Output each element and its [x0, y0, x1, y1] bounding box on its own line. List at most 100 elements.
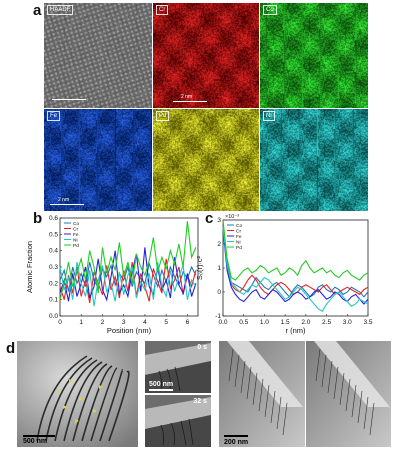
tile-label: Co: [263, 5, 277, 15]
grain-boundary-band: [314, 341, 390, 407]
tem-image-time-series-top: 0 s 500 nm: [145, 341, 211, 393]
tem-image-time-series-bottom: 32 s: [145, 395, 211, 447]
legend-entry: Fe: [73, 232, 79, 238]
x-tick-label: 6: [186, 319, 190, 326]
scale-bar: [50, 204, 84, 205]
x-axis-label: r (nm): [286, 326, 306, 335]
grain-boundary-band: [227, 341, 303, 407]
tile-label: Cr: [156, 5, 169, 15]
legend-entry: Pd: [236, 245, 242, 251]
dislocation-line: [90, 367, 118, 442]
scale-bar: [52, 99, 86, 100]
haadf-map-tile: HAADF: [44, 3, 152, 108]
y-tick-label: 0.3: [49, 264, 58, 271]
series-line-co: [222, 224, 369, 298]
series-line-ni: [59, 261, 197, 307]
legend-entry: Ni: [236, 239, 241, 245]
x-tick-label: 0.0: [218, 319, 227, 326]
dislocation-line: [315, 348, 321, 382]
legend-entry: Fe: [236, 234, 242, 240]
series-line-pd: [222, 219, 369, 281]
dislocation-line: [108, 370, 130, 442]
dislocation-line: [357, 390, 363, 424]
x-tick-label: 4: [143, 319, 147, 326]
scale-bar: [173, 101, 207, 102]
dislocation-line: [252, 372, 258, 406]
scale-bar-label: 2 nm: [181, 94, 193, 100]
arrow-marker: [57, 389, 61, 393]
y-tick-label: 0.4: [49, 248, 58, 255]
scc-chart: 0.0 0.5 1.0 1.5 2.0 2.5 3.0 3.5 -1 0 1 2 3 r (nm) S₀(r…: [196, 214, 373, 335]
x-tick-label: 1.0: [260, 319, 269, 326]
legend-entry: Cr: [236, 228, 241, 234]
x-tick-label: 2.0: [301, 319, 310, 326]
dislocation-line: [72, 363, 108, 442]
scale-bar: [224, 435, 248, 437]
dislocation-line: [258, 378, 264, 412]
dislocation-line: [351, 384, 357, 418]
y-tick-label: 0.5: [49, 231, 58, 238]
panel-letter-b: b: [33, 210, 43, 227]
arrow-marker: [75, 419, 79, 423]
x-tick-label: 1.5: [281, 319, 290, 326]
y-axis-label: S₀(r)·c²: [196, 255, 204, 280]
scale-bar-label: 2 nm: [58, 197, 70, 203]
x-axis-label: Position (nm): [107, 326, 152, 335]
dislocation-line: [264, 384, 270, 418]
dislocation-line: [270, 390, 276, 424]
dislocation-line: [63, 361, 103, 442]
tile-label: Pd: [156, 111, 170, 121]
cr-map-tile: Cr 2 nm: [153, 3, 259, 108]
axis-multiplier: ×10⁻³: [225, 214, 239, 220]
x-tick-label: 1: [79, 319, 83, 326]
fe-map-tile: Fe 2 nm: [44, 109, 152, 211]
x-tick-label: 0: [58, 319, 62, 326]
dislocation-line: [321, 354, 327, 388]
arrow-marker: [79, 397, 83, 401]
dislocation-line: [276, 396, 282, 430]
tem-image-highres-pair: 200 nm: [219, 341, 391, 447]
x-tick-label: 3.5: [363, 319, 372, 326]
x-tick-label: 2.5: [322, 319, 331, 326]
dislocation-line: [363, 396, 369, 430]
dislocation-line: [234, 354, 240, 388]
panel-letter-a: a: [33, 2, 42, 19]
dislocation-line: [345, 378, 351, 412]
series-line-ni: [222, 227, 369, 312]
legend-entry: Cr: [73, 226, 78, 232]
scale-bar: [149, 389, 173, 391]
y-axis-label: Atomic Fraction: [25, 241, 34, 293]
y-tick-label: 2: [217, 241, 221, 248]
dislocation-line: [228, 348, 234, 382]
panel-letter-c: c: [205, 210, 214, 227]
pd-map-tile: Pd: [153, 109, 259, 211]
x-tick-label: 0.5: [239, 319, 248, 326]
panel-letter-d: d: [6, 340, 16, 357]
series-line-fe: [222, 229, 369, 305]
scale-bar-label: 200 nm: [224, 439, 249, 446]
dislocation-line: [54, 359, 98, 442]
tem-image-dislocations: 500 nm: [17, 341, 138, 447]
scale-bar-label: 500 nm: [23, 438, 48, 445]
scale-bar-label: 500 nm: [149, 381, 174, 388]
dislocation-line: [369, 402, 375, 436]
dislocation-line: [246, 366, 252, 400]
y-tick-label: -1: [215, 313, 221, 320]
y-tick-label: 0.1: [49, 297, 58, 304]
tile-label: Ni: [263, 111, 275, 121]
x-tick-label: 3.0: [343, 319, 352, 326]
arrow-marker: [63, 405, 67, 409]
dislocation-line: [333, 366, 339, 400]
dislocation-line: [45, 357, 93, 442]
ni-map-tile: Ni: [260, 109, 368, 211]
legend-entry: Co: [236, 223, 242, 229]
dislocation-line: [327, 360, 333, 394]
legend-entry: Co: [73, 221, 79, 227]
time-stamp: 0 s: [197, 344, 207, 351]
y-tick-label: 0.6: [49, 215, 58, 222]
dislocation-line: [36, 355, 88, 442]
arrow-marker: [69, 379, 73, 383]
y-tick-label: 0: [217, 289, 221, 296]
